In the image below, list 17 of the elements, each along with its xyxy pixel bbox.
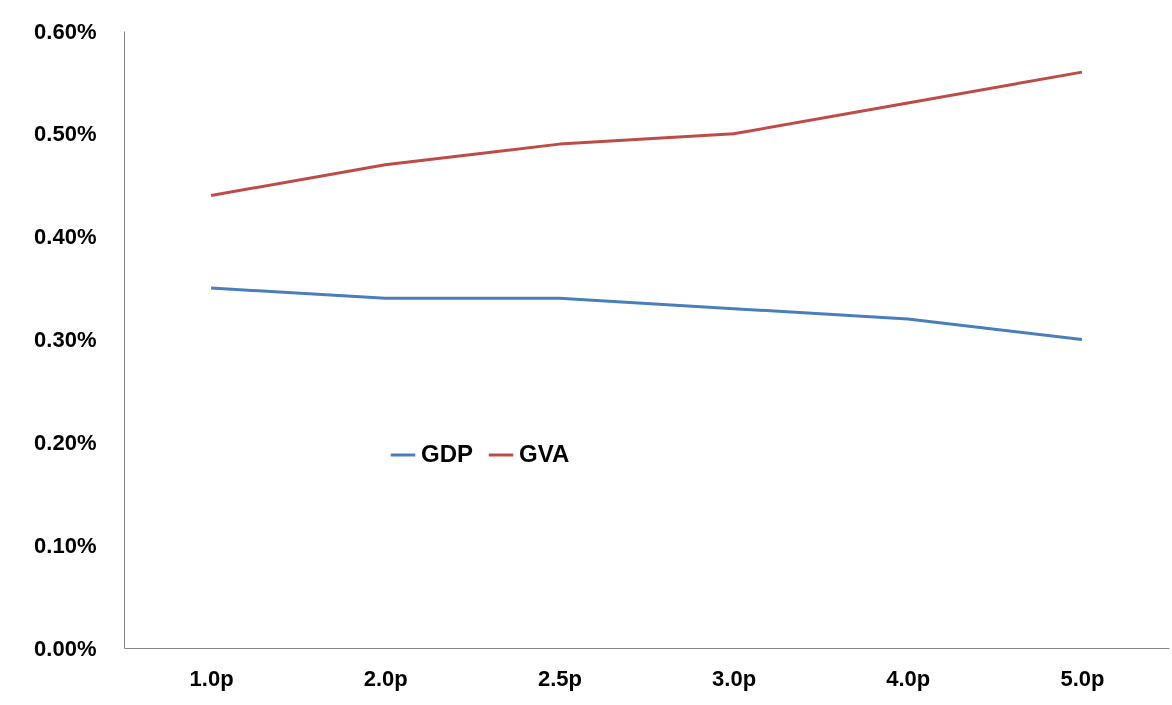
line-series: [209, 286, 1084, 341]
x-tick-label: 4.0p: [886, 665, 931, 691]
x-tick-label: 2.5p: [537, 665, 582, 691]
y-tick-label: 0.60%: [34, 18, 97, 44]
y-tick-label: 0.50%: [34, 121, 97, 147]
y-tick-label: 0.20%: [34, 429, 97, 455]
line-series: [209, 70, 1084, 198]
x-tick-label: 2.0p: [363, 665, 408, 691]
x-tick-label: 3.0p: [712, 665, 757, 691]
x-tick-label: 5.0p: [1060, 665, 1105, 691]
y-tick-label: 0.10%: [34, 532, 97, 558]
legend-label: GDP: [421, 440, 474, 467]
y-tick-label: 0.30%: [34, 327, 97, 352]
y-tick-label: 0.00%: [34, 635, 97, 661]
x-tick-label: 1.0p: [189, 665, 234, 691]
y-tick-label: 0.40%: [34, 224, 97, 250]
legend-label: GVA: [519, 440, 570, 467]
